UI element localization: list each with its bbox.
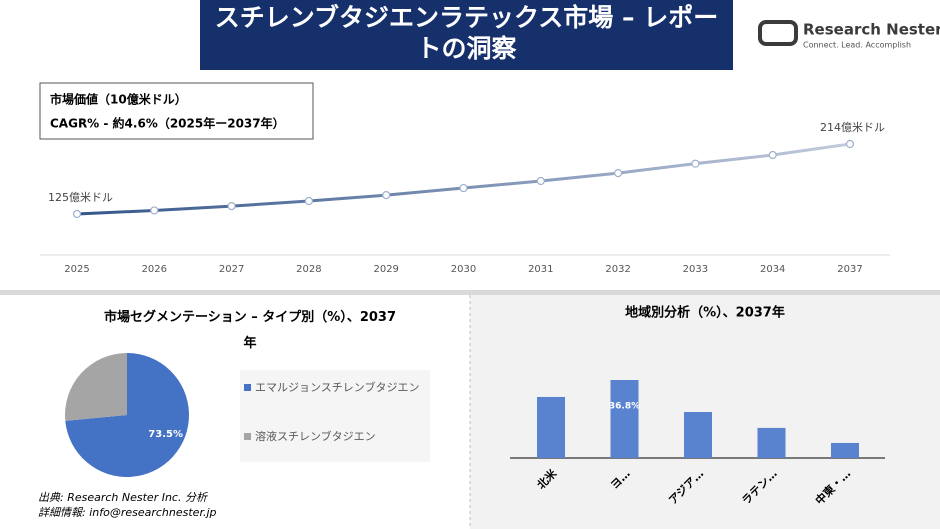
contact: 詳細情報: info@researchnester.jp [38,506,217,519]
data-label: 36.8% [609,402,640,412]
point [382,191,391,200]
x-tick-label: 2033 [683,264,708,275]
x-tick-label: 2025 [64,264,89,275]
legend-label: 溶液スチレンブタジエン [255,429,376,443]
bar-title: 地域別分析（%）、2037年 [625,305,785,321]
info-box [39,82,314,140]
x-tick-label: 2027 [219,264,244,275]
pie-title-wrap: 市場セグメンテーション – タイプ別（%）、2037年 [104,310,396,351]
pie-title: 市場セグメンテーション – タイプ別（%）、2037年 [104,310,396,351]
source: 出典: Research Nester Inc. 分析 [38,491,209,504]
point [691,159,700,168]
data-label: 214億米ドル [820,121,885,134]
point [613,169,623,178]
pie-slice [65,353,127,421]
x-tick-label: 2032 [605,264,630,275]
title-wrap: スチレンブタジエンラテックス市場 – レポートの洞察 [214,3,719,63]
point [845,139,855,149]
chart-title: スチレンブタジエンラテックス市場 – レポートの洞察 [214,3,719,63]
data-label: 73.5% [148,429,183,440]
data-label: 125億米ドル [48,191,113,204]
legend-swatch [244,384,251,391]
legend-label: エマルジョンスチレンブタジエン [255,380,419,394]
x-tick-label: 2034 [760,264,785,275]
x-tick-label: 2031 [528,264,553,275]
title-box [200,0,733,70]
legend-box [240,370,430,462]
bar [757,427,786,458]
bar [537,396,565,458]
x-tick-label: 2026 [142,264,167,275]
pie-slice [65,353,190,478]
x-tick-label: 2037 [837,264,862,275]
bar [684,412,712,458]
logo-icon [758,20,798,46]
point [227,202,236,211]
market-value: 市場価値（10億米ドル） [50,92,187,107]
point [150,206,159,215]
bar [831,442,859,458]
logo-name: Research Nester [803,21,940,39]
point [304,196,313,206]
bar [610,380,639,458]
x-tick-label: 2028 [296,264,321,275]
divider [0,290,940,295]
point [768,150,777,160]
point [459,183,468,193]
x-tick-label: 2029 [373,264,398,275]
x-tick-label: 2030 [451,264,476,275]
cagr: CAGR% - 約4.6%（2025年ー2037年） [50,116,285,131]
point [536,176,545,186]
legend-swatch [244,433,251,440]
logo-tagline: Connect. Lead. Accomplish [803,41,911,50]
point [72,209,82,219]
